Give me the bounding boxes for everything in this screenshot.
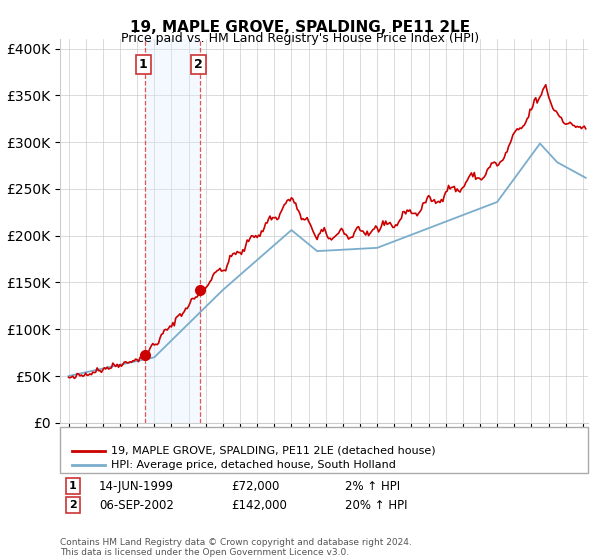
Text: 14-JUN-1999: 14-JUN-1999 [99, 479, 174, 493]
Text: 1: 1 [69, 481, 77, 491]
Text: £72,000: £72,000 [231, 479, 280, 493]
Text: 19, MAPLE GROVE, SPALDING, PE11 2LE (detached house): 19, MAPLE GROVE, SPALDING, PE11 2LE (det… [111, 446, 436, 456]
Text: Contains HM Land Registry data © Crown copyright and database right 2024.: Contains HM Land Registry data © Crown c… [60, 538, 412, 547]
Text: 1: 1 [139, 58, 148, 71]
Text: £142,000: £142,000 [231, 498, 287, 512]
Text: Price paid vs. HM Land Registry's House Price Index (HPI): Price paid vs. HM Land Registry's House … [121, 32, 479, 45]
Bar [145, 39, 200, 423]
Text: 19, MAPLE GROVE, SPALDING, PE11 2LE: 19, MAPLE GROVE, SPALDING, PE11 2LE [130, 20, 470, 35]
Text: 2: 2 [194, 58, 203, 71]
Text: 20% ↑ HPI: 20% ↑ HPI [345, 498, 407, 512]
Text: 06-SEP-2002: 06-SEP-2002 [99, 498, 174, 512]
Text: 2: 2 [69, 500, 77, 510]
Text: This data is licensed under the Open Government Licence v3.0.: This data is licensed under the Open Gov… [60, 548, 349, 557]
Text: HPI: Average price, detached house, South Holland: HPI: Average price, detached house, Sout… [111, 460, 396, 470]
Text: 2% ↑ HPI: 2% ↑ HPI [345, 479, 400, 493]
